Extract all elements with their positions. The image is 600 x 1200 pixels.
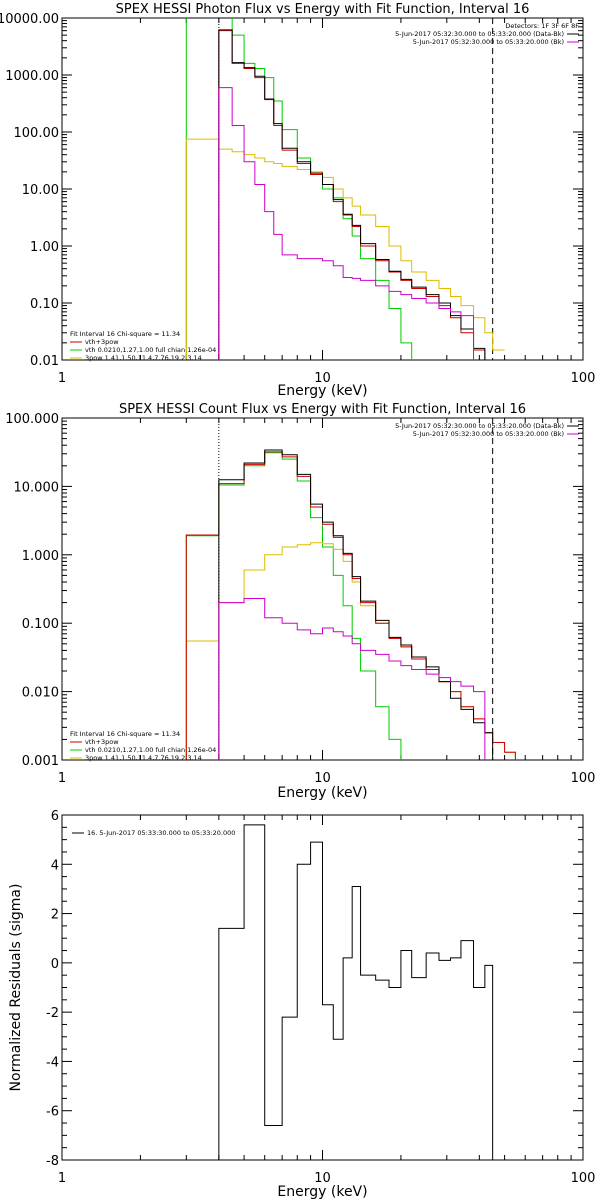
- y-tick-label: 100.000: [5, 412, 59, 427]
- legend-entry: 3pow 1.41,1.50,11.4,7.76,19.2,3.14: [85, 354, 202, 362]
- y-tick-label: 1.00: [30, 240, 59, 255]
- series-background: [218, 87, 475, 360]
- y-axis-label: Normalized Residuals (sigma): [8, 884, 24, 1092]
- y-tick-label: 6: [51, 809, 59, 824]
- legend-entry: 16. 5-Jun-2017 05:33:30.000 to 05:33:20.…: [87, 829, 235, 837]
- plot-frame: [61, 417, 584, 761]
- legend-bl: Fit Interval 16 Chi-square = 11.34vth+3p…: [70, 330, 216, 362]
- series-fit_total: [185, 451, 516, 760]
- legend-entry: vth 0.0210,1.27,1.00 full chian 1.26e-04: [85, 346, 216, 354]
- series-power_law: [185, 138, 505, 360]
- legend-entry: vth+3pow: [85, 738, 119, 746]
- y-tick-label: 0.001: [22, 754, 59, 769]
- y-tick-label: 10.000: [14, 480, 60, 495]
- x-tick-label: 10: [314, 371, 331, 386]
- legend-tr: Detectors: 1F 3F 6F 8F5-Jun-2017 05:32:3…: [395, 22, 579, 46]
- chart-title: SPEX HESSI Photon Flux vs Energy with Fi…: [116, 2, 530, 17]
- chart-title: SPEX HESSI Count Flux vs Energy with Fit…: [119, 402, 526, 417]
- x-axis-label: Energy (keV): [277, 1184, 367, 1200]
- x-tick-label: 10: [314, 771, 331, 786]
- legend-entry: 5-Jun-2017 05:32:30.000 to 05:33:20.000 …: [413, 38, 564, 46]
- legend-entry: 5-Jun-2017 05:32:30.000 to 05:33:20.000 …: [395, 422, 564, 430]
- series-residuals: [218, 824, 494, 1160]
- y-tick-label: 0.010: [22, 686, 59, 701]
- y-tick-label: -6: [46, 1105, 59, 1120]
- legend-bl: Fit Interval 16 Chi-square = 11.34vth+3p…: [70, 730, 216, 762]
- y-tick-label: -8: [46, 1154, 59, 1169]
- y-tick-label: 2: [51, 908, 59, 923]
- x-tick-label: 1: [58, 371, 66, 386]
- y-tick-label: 4: [51, 858, 59, 873]
- legend-tr: 5-Jun-2017 05:32:30.000 to 05:33:20.000 …: [395, 422, 579, 438]
- x-tick-label: 1: [58, 771, 66, 786]
- y-tick-label: 0: [51, 957, 59, 972]
- x-tick-label: 100: [571, 1171, 596, 1186]
- x-axis-label: Energy (keV): [277, 785, 367, 801]
- y-tick-label: 0.01: [30, 354, 59, 369]
- legend-entry: Fit Interval 16 Chi-square = 11.34: [70, 330, 180, 338]
- y-tick-label: 1000.00: [5, 69, 59, 84]
- x-tick-label: 100: [571, 371, 596, 386]
- legend-entry: vth+3pow: [85, 338, 119, 346]
- legend-entry: 5-Jun-2017 05:32:30.000 to 05:33:20.000 …: [395, 30, 564, 38]
- y-tick-label: -4: [46, 1055, 59, 1070]
- legend-tl: 16. 5-Jun-2017 05:33:30.000 to 05:33:20.…: [72, 829, 235, 837]
- series-data: [218, 29, 486, 360]
- legend-entry: vth 0.0210,1.27,1.00 full chian 1.26e-04: [85, 746, 216, 754]
- x-tick-label: 10: [314, 1171, 331, 1186]
- chart-panel-3: 1 10 100 6 4 2 0 -2 -4 -6 -8 Energy (keV) Normalized…: [8, 809, 595, 1200]
- y-tick-label: 10.00: [22, 183, 59, 198]
- y-tick-label: 1.000: [22, 549, 59, 564]
- x-axis-label: Energy (keV): [277, 383, 367, 399]
- y-tick-label: -2: [46, 1006, 59, 1021]
- series-background: [218, 597, 486, 760]
- legend-entry: 3pow 1.41,1.50,11.4,7.76,19.2,3.14: [85, 754, 202, 762]
- chart-panel-1: SPEX HESSI Photon Flux vs Energy with Fi…: [0, 2, 596, 399]
- y-tick-label: 0.10: [30, 297, 59, 312]
- x-tick-label: 1: [58, 1171, 66, 1186]
- legend-entry: Detectors: 1F 3F 6F 8F: [505, 22, 579, 30]
- y-tick-label: 100.00: [14, 126, 60, 141]
- x-tick-label: 100: [571, 771, 596, 786]
- series-thermal: [185, 18, 413, 360]
- legend-entry: Fit Interval 16 Chi-square = 11.34: [70, 730, 180, 738]
- series-thermal: [185, 452, 402, 760]
- series-data: [218, 449, 494, 760]
- chart-panel-2: SPEX HESSI Count Flux vs Energy with Fit…: [5, 402, 595, 801]
- y-tick-label: 10000.00: [0, 12, 59, 27]
- series-power_law: [185, 542, 516, 760]
- legend-entry: 5-Jun-2017 05:32:30.000 to 05:33:20.000 …: [413, 430, 564, 438]
- y-tick-label: 0.100: [22, 617, 59, 632]
